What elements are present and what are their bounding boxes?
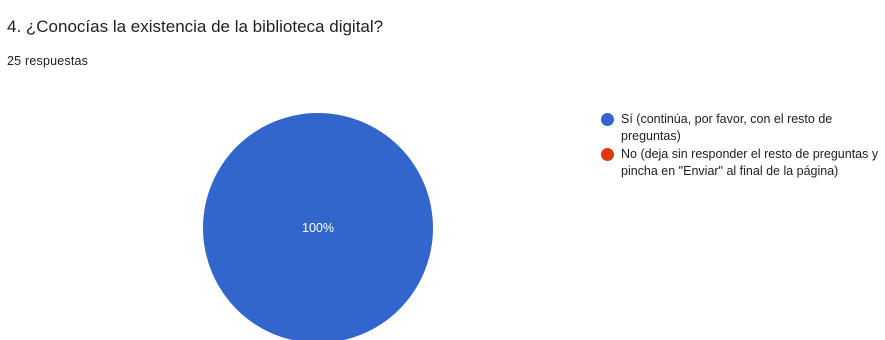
pie-slice-0[interactable] <box>203 113 433 340</box>
question-title: 4. ¿Conocías la existencia de la bibliot… <box>7 17 384 36</box>
chart-legend: Sí (continúa, por favor, con el resto de… <box>601 111 881 181</box>
legend-label-si: Sí (continúa, por favor, con el resto de… <box>621 112 833 143</box>
legend-item-no[interactable]: No (deja sin responder el resto de pregu… <box>601 146 881 180</box>
legend-swatch-si <box>601 113 614 126</box>
legend-swatch-no <box>601 148 614 161</box>
legend-item-si[interactable]: Sí (continúa, por favor, con el resto de… <box>601 111 881 145</box>
legend-label-no: No (deja sin responder el resto de pregu… <box>621 147 879 178</box>
response-count: 25 respuestas <box>7 54 89 68</box>
pie-slice-label-0: 100% <box>302 221 334 235</box>
